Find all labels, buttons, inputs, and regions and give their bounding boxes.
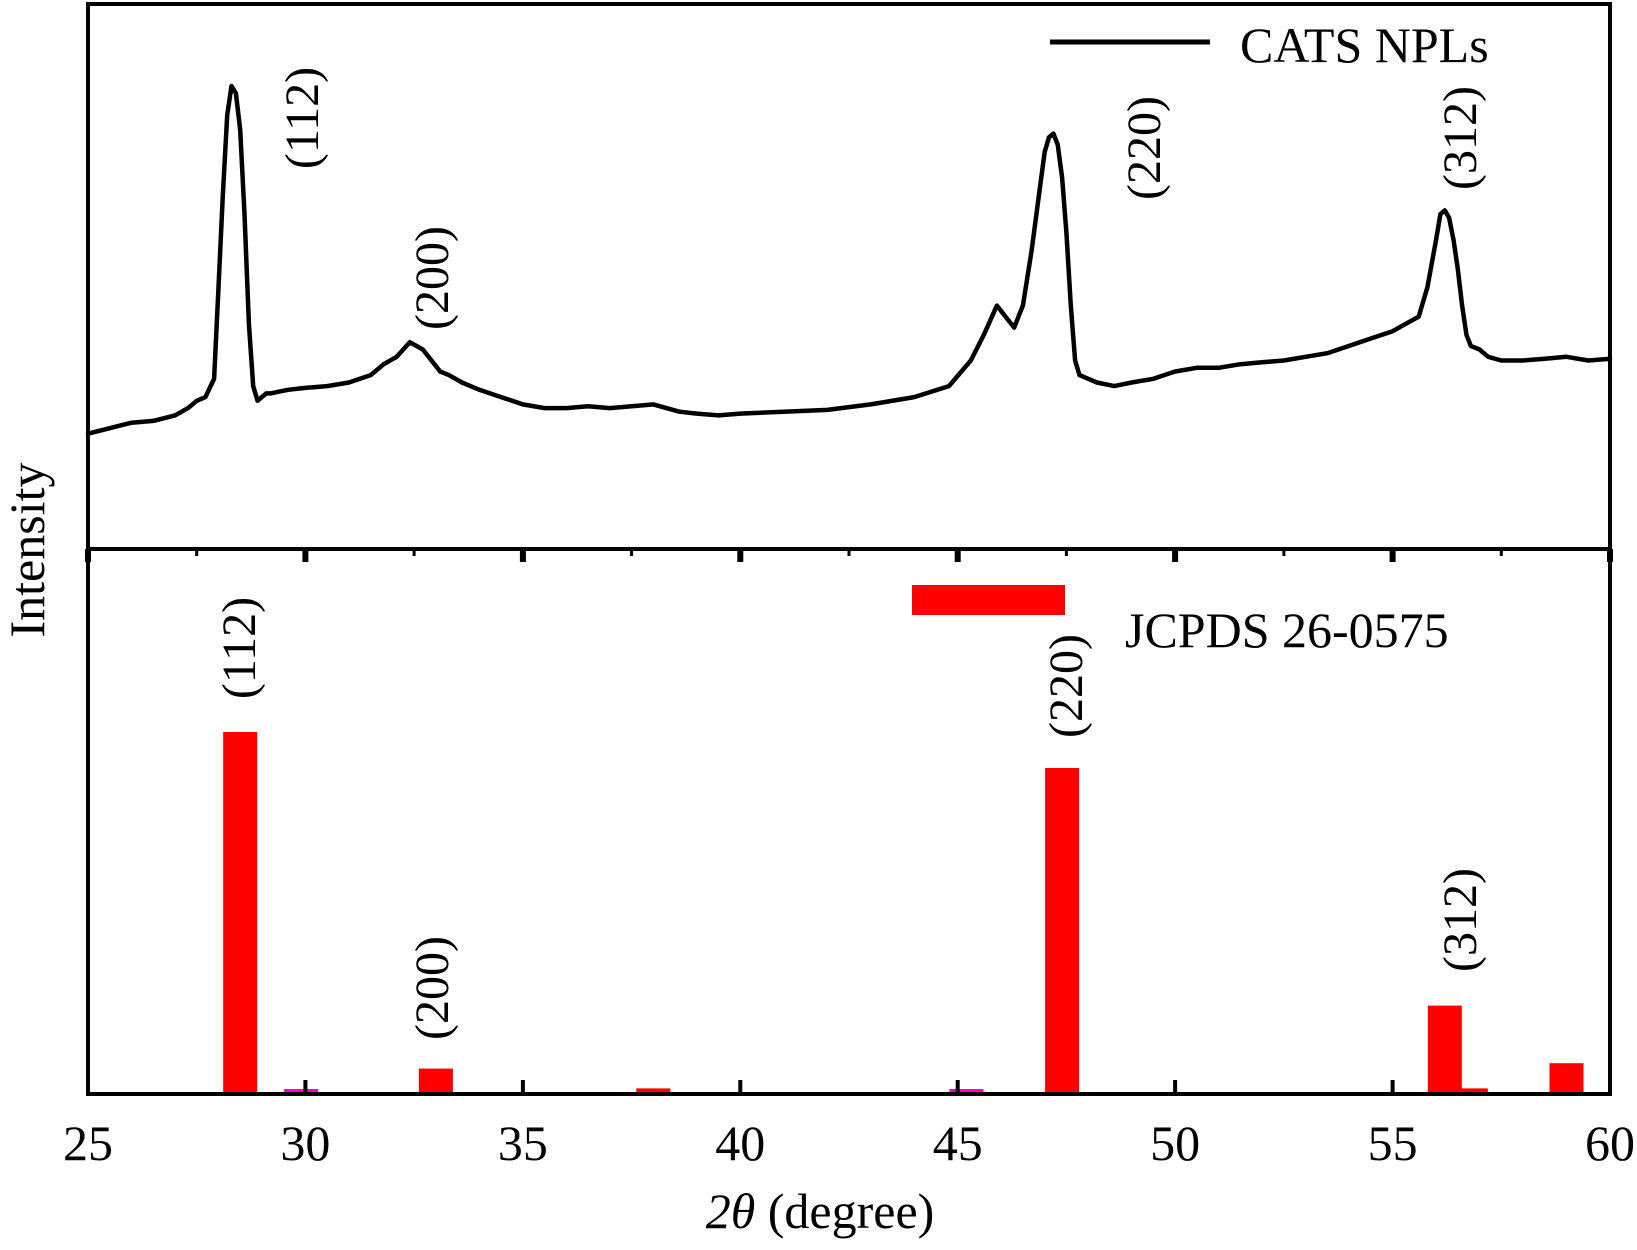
top-peak-label-200: (200) (406, 226, 459, 330)
reference-bar (1549, 1063, 1584, 1092)
x-axis-title: 2θ (degree) (706, 1183, 935, 1239)
reference-bar (1427, 1005, 1462, 1092)
reference-bar (636, 1088, 671, 1092)
bottom-panel-ticks (86, 1080, 1612, 1094)
bottom-peak-label-312: (312) (1434, 868, 1487, 972)
x-tick-label: 60 (1585, 1115, 1635, 1171)
x-axis-title-symbol: 2θ (706, 1183, 756, 1239)
bottom-peak-label-220: (220) (1040, 634, 1093, 738)
x-tick-label: 25 (63, 1115, 113, 1171)
x-tick-label: 50 (1150, 1115, 1200, 1171)
reference-bar (1045, 768, 1080, 1092)
x-tick-label: 30 (280, 1115, 330, 1171)
top-peak-label-312: (312) (1434, 86, 1487, 190)
legend-bar-swatch (912, 585, 1065, 615)
x-axis-title-unit: (degree) (755, 1183, 934, 1239)
x-tick-label: 45 (933, 1115, 983, 1171)
top-peak-label-112: (112) (276, 67, 329, 169)
bottom-panel: JCPDS 26-0575 (112) (200) (220) (312) (86, 547, 1612, 1096)
reference-bars (223, 732, 1584, 1092)
x-tick-label: 35 (498, 1115, 548, 1171)
x-tick-label: 40 (715, 1115, 765, 1171)
legend-label-cats-npls: CATS NPLs (1240, 17, 1489, 73)
y-axis-title: Intensity (0, 463, 55, 638)
cats-npls-pattern-line (85, 83, 1613, 436)
bottom-panel-frame (86, 547, 1612, 1096)
x-tick-labels: 25 30 35 40 45 50 55 60 (63, 1115, 1635, 1171)
x-tick-label: 55 (1368, 1115, 1418, 1171)
reference-bar (284, 1089, 319, 1092)
reference-bar (949, 1089, 984, 1092)
reference-bar (223, 732, 258, 1092)
top-peak-label-220: (220) (1118, 96, 1171, 200)
bottom-peak-label-200: (200) (406, 936, 459, 1040)
legend-label-jcpds: JCPDS 26-0575 (1125, 602, 1449, 658)
top-panel: CATS NPLs (112) (200) (220) (312) (85, 2, 1613, 562)
reference-bar (1453, 1088, 1488, 1092)
bottom-peak-label-112: (112) (213, 597, 266, 699)
reference-bar (418, 1068, 453, 1092)
